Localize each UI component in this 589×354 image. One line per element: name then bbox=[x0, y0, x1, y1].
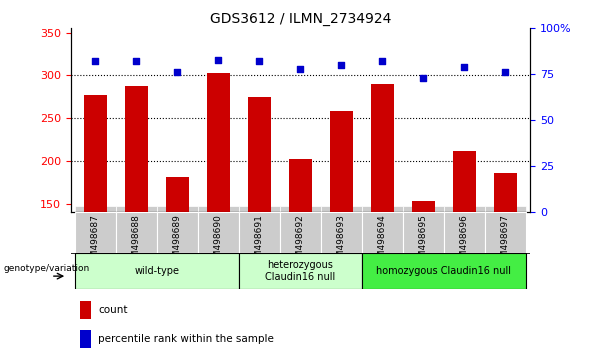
Point bbox=[131, 59, 141, 64]
Point bbox=[91, 59, 100, 64]
Bar bbox=[239, 212, 280, 253]
Point bbox=[254, 59, 264, 64]
Text: GSM498696: GSM498696 bbox=[460, 215, 469, 269]
Text: GSM498697: GSM498697 bbox=[501, 215, 510, 269]
Bar bbox=[403, 212, 444, 253]
Text: homozygous Claudin16 null: homozygous Claudin16 null bbox=[376, 266, 511, 276]
Text: heterozygous
Claudin16 null: heterozygous Claudin16 null bbox=[265, 260, 336, 282]
Bar bbox=[280, 206, 321, 212]
Bar bbox=[485, 206, 526, 212]
Text: GSM498690: GSM498690 bbox=[214, 215, 223, 269]
Point bbox=[296, 66, 305, 72]
Bar bbox=[239, 253, 362, 289]
Point bbox=[173, 70, 182, 75]
Point bbox=[214, 57, 223, 62]
Bar bbox=[157, 206, 198, 212]
Text: GSM498694: GSM498694 bbox=[378, 215, 387, 269]
Bar bbox=[362, 253, 526, 289]
Text: GSM498693: GSM498693 bbox=[337, 215, 346, 269]
Bar bbox=[444, 206, 485, 212]
Bar bbox=[239, 206, 280, 212]
Bar bbox=[412, 201, 435, 212]
Bar bbox=[289, 159, 312, 212]
Bar bbox=[444, 212, 485, 253]
Bar bbox=[125, 86, 148, 212]
Point bbox=[419, 75, 428, 81]
Title: GDS3612 / ILMN_2734924: GDS3612 / ILMN_2734924 bbox=[210, 12, 391, 26]
Bar bbox=[157, 212, 198, 253]
Bar bbox=[494, 173, 517, 212]
Bar bbox=[84, 95, 107, 212]
Bar bbox=[75, 212, 116, 253]
Text: genotype/variation: genotype/variation bbox=[4, 264, 90, 273]
Bar bbox=[453, 151, 476, 212]
Bar bbox=[80, 330, 91, 348]
Text: GSM498689: GSM498689 bbox=[173, 215, 182, 269]
Bar bbox=[248, 97, 271, 212]
Text: wild-type: wild-type bbox=[134, 266, 179, 276]
Text: GSM498691: GSM498691 bbox=[255, 215, 264, 269]
Text: percentile rank within the sample: percentile rank within the sample bbox=[98, 334, 274, 344]
Point bbox=[460, 64, 469, 70]
Bar bbox=[75, 206, 116, 212]
Bar bbox=[198, 212, 239, 253]
Bar bbox=[362, 206, 403, 212]
Bar bbox=[403, 206, 444, 212]
Bar bbox=[330, 112, 353, 212]
Text: count: count bbox=[98, 305, 128, 315]
Point bbox=[337, 62, 346, 68]
Point bbox=[378, 59, 387, 64]
Bar bbox=[80, 301, 91, 319]
Bar bbox=[371, 84, 393, 212]
Bar bbox=[116, 212, 157, 253]
Text: GSM498687: GSM498687 bbox=[91, 215, 100, 269]
Bar bbox=[116, 206, 157, 212]
Point bbox=[501, 70, 510, 75]
Bar bbox=[321, 206, 362, 212]
Bar bbox=[207, 73, 230, 212]
Bar bbox=[75, 253, 239, 289]
Text: GSM498695: GSM498695 bbox=[419, 215, 428, 269]
Bar bbox=[485, 212, 526, 253]
Bar bbox=[321, 212, 362, 253]
Bar bbox=[362, 212, 403, 253]
Bar bbox=[166, 177, 188, 212]
Text: GSM498688: GSM498688 bbox=[132, 215, 141, 269]
Text: GSM498692: GSM498692 bbox=[296, 215, 305, 269]
Bar bbox=[198, 206, 239, 212]
Bar bbox=[280, 212, 321, 253]
